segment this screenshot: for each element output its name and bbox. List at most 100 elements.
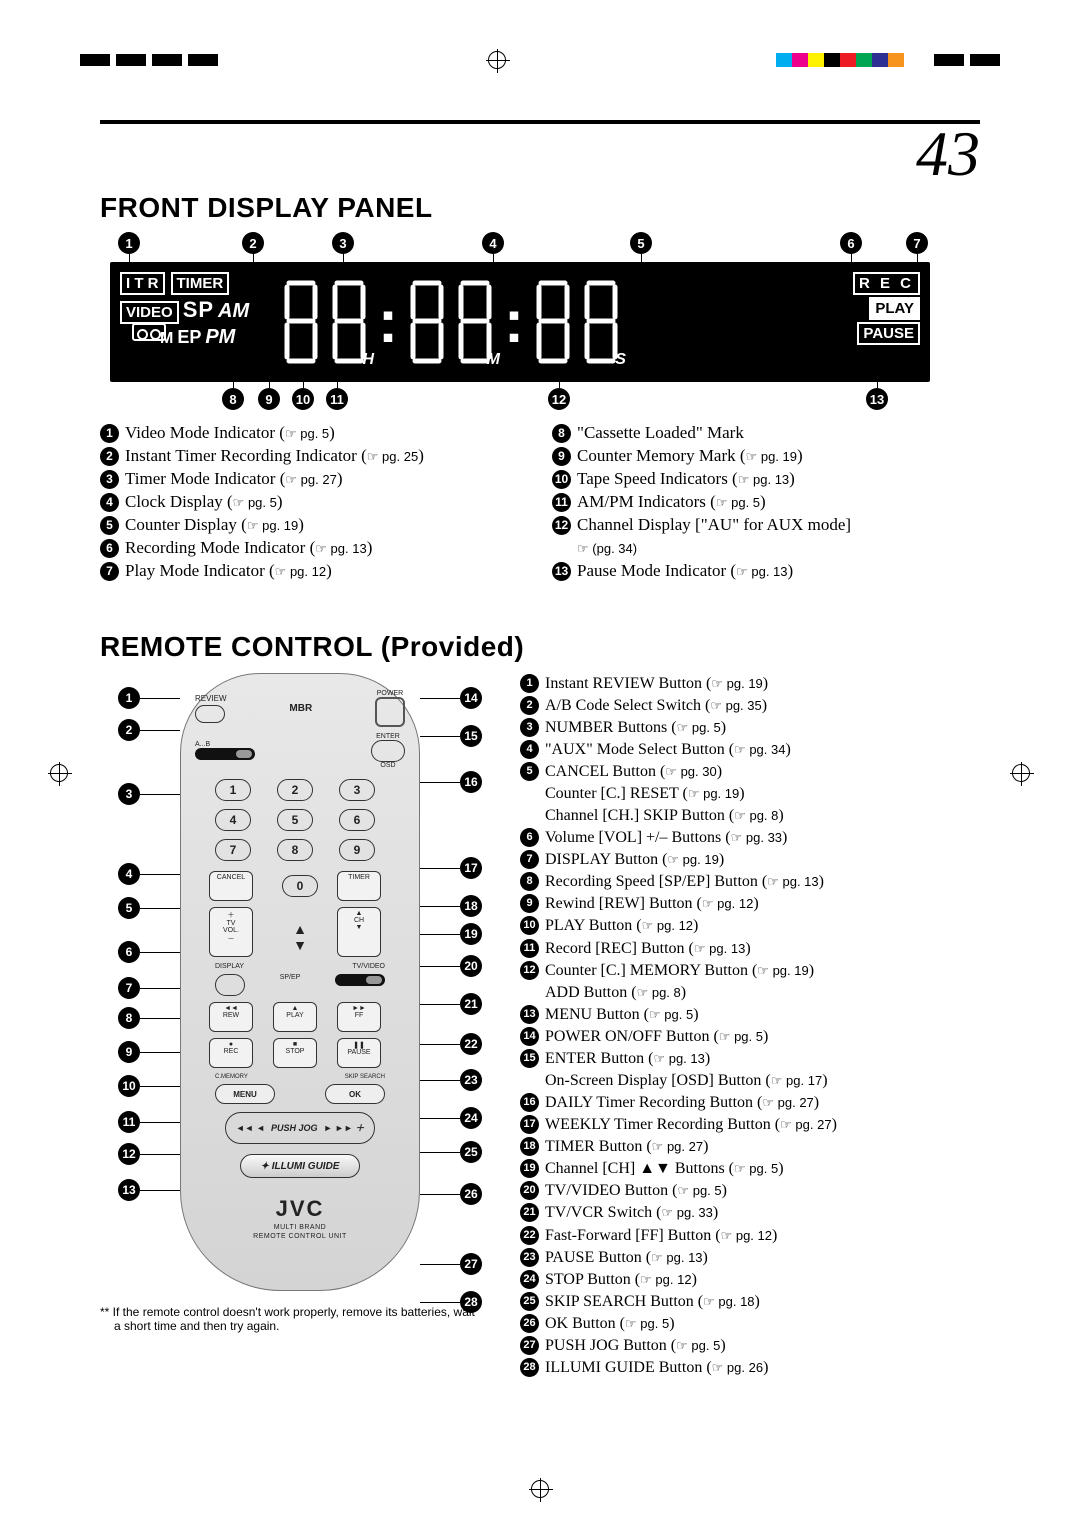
callout-badge: 7	[906, 232, 928, 254]
legend-item: 1Video Mode Indicator (pg. 5)	[100, 422, 528, 445]
crop-bar	[80, 50, 1000, 70]
callout-badge: 21	[460, 993, 482, 1015]
legend-item: 8Recording Speed [SP/EP] Button (pg. 13)	[520, 871, 980, 893]
callout-badge: 5	[630, 232, 652, 254]
play-indicator: PLAY	[869, 297, 920, 320]
number-button: 9	[339, 839, 375, 861]
rew-button: ◄◄REW	[209, 1002, 253, 1032]
sp-indicator: SP	[183, 297, 214, 323]
callout-badge: 22	[460, 1033, 482, 1055]
legend-item: ADD Button (pg. 8)	[520, 982, 980, 1004]
legend-item: 21TV/VCR Switch (pg. 33)	[520, 1202, 980, 1224]
number-button: 8	[277, 839, 313, 861]
timer-button: TIMER	[337, 871, 381, 901]
legend-item: 24STOP Button (pg. 12)	[520, 1269, 980, 1291]
legend-item: 11Record [REC] Button (pg. 13)	[520, 938, 980, 960]
menu-button: MENU	[215, 1084, 275, 1104]
rec-indicator: R E C	[853, 272, 920, 295]
ff-button: ►►FF	[337, 1002, 381, 1032]
front-panel-legend: 1Video Mode Indicator (pg. 5)2Instant Ti…	[100, 422, 980, 583]
legend-item: 27PUSH JOG Button (pg. 5)	[520, 1335, 980, 1357]
callout-badge: 8	[222, 388, 244, 410]
brand-sub2: REMOTE CONTROL UNIT	[195, 1233, 405, 1240]
callout-badge: 11	[118, 1111, 140, 1133]
legend-item: 12Counter [C.] MEMORY Button (pg. 19)	[520, 960, 980, 982]
callout-badge: 28	[460, 1291, 482, 1313]
callout-badge: 17	[460, 857, 482, 879]
callout-badge: 15	[460, 725, 482, 747]
footnote: ** If the remote control doesn't work pr…	[100, 1305, 480, 1333]
number-button: 6	[339, 809, 375, 831]
enter-button	[371, 740, 405, 762]
legend-item: 3Timer Mode Indicator (pg. 27)	[100, 468, 528, 491]
power-button	[375, 697, 405, 727]
legend-item: 6Recording Mode Indicator (pg. 13)	[100, 537, 528, 560]
pm-indicator: PM	[205, 326, 235, 349]
callout-badge: 2	[118, 719, 140, 741]
page-number: 43	[100, 122, 980, 186]
timer-indicator: TIMER	[171, 272, 230, 295]
legend-item: 4Clock Display (pg. 5)	[100, 491, 528, 514]
callout-badge: 7	[118, 977, 140, 999]
am-indicator: AM	[218, 300, 249, 323]
brand-logo: JVC	[195, 1196, 405, 1222]
callout-badge: 1	[118, 232, 140, 254]
callout-badge: 16	[460, 771, 482, 793]
callout-badge: 18	[460, 895, 482, 917]
registration-mark-icon	[488, 51, 506, 69]
callout-badge: 24	[460, 1107, 482, 1129]
callout-badge: 8	[118, 1007, 140, 1029]
callout-badge: 6	[118, 941, 140, 963]
legend-item: 11AM/PM Indicators (pg. 5)	[552, 491, 980, 514]
legend-item: 9Rewind [REW] Button (pg. 12)	[520, 893, 980, 915]
tvvideo-label: TV/VIDEO	[352, 963, 385, 970]
enter-label: ENTER	[371, 733, 405, 740]
front-panel-diagram: 1234567 I T R TIMER VIDEO SP AM M EP PM	[110, 232, 930, 412]
callout-badge: 12	[548, 388, 570, 410]
seven-segment-digit: S	[580, 277, 622, 367]
callout-badge: 9	[258, 388, 280, 410]
callout-badge: 14	[460, 687, 482, 709]
cancel-button: CANCEL	[209, 871, 253, 901]
legend-item: 1Instant REVIEW Button (pg. 19)	[520, 673, 980, 695]
pause-indicator: PAUSE	[857, 322, 920, 345]
display-panel: I T R TIMER VIDEO SP AM M EP PM H:M:S	[110, 262, 930, 382]
callout-badge: 13	[118, 1179, 140, 1201]
callout-badge: 5	[118, 897, 140, 919]
seven-segment-digit: H	[328, 277, 370, 367]
callout-badge: 23	[460, 1069, 482, 1091]
seven-segment-digit	[406, 277, 448, 367]
callout-badge: 2	[242, 232, 264, 254]
color-chips	[776, 53, 904, 67]
front-panel-heading: FRONT DISPLAY PANEL	[100, 192, 980, 224]
registration-mark-icon	[1012, 764, 1030, 782]
mbr-label: MBR	[289, 703, 312, 714]
legend-item: 8"Cassette Loaded" Mark	[552, 422, 980, 445]
callout-badge: 19	[460, 923, 482, 945]
number-button: 4	[215, 809, 251, 831]
registration-mark-icon	[50, 764, 68, 782]
legend-item: 12Channel Display ["AU" for AUX mode](pg…	[552, 514, 980, 560]
remote-legend: 1Instant REVIEW Button (pg. 19)2A/B Code…	[520, 673, 980, 1380]
legend-item: 25SKIP SEARCH Button (pg. 18)	[520, 1291, 980, 1313]
legend-item: On-Screen Display [OSD] Button (pg. 17)	[520, 1070, 980, 1092]
legend-item: 16DAILY Timer Recording Button (pg. 27)	[520, 1092, 980, 1114]
illumi-button: ✦ ILLUMI GUIDE	[240, 1154, 360, 1178]
number-button: 3	[339, 779, 375, 801]
cassette-icon	[132, 323, 166, 341]
rec-button: ●REC	[209, 1038, 253, 1068]
callout-badge: 9	[118, 1041, 140, 1063]
legend-item: 19Channel [CH] ▲▼ Buttons (pg. 5)	[520, 1158, 980, 1180]
callout-badge: 6	[840, 232, 862, 254]
legend-item: 6Volume [VOL] +/– Buttons (pg. 33)	[520, 827, 980, 849]
seven-segment-digit	[280, 277, 322, 367]
seven-segment-digit	[532, 277, 574, 367]
display-button	[215, 974, 245, 996]
legend-item: 13MENU Button (pg. 5)	[520, 1004, 980, 1026]
legend-item: 5CANCEL Button (pg. 30)	[520, 761, 980, 783]
legend-item: 14POWER ON/OFF Button (pg. 5)	[520, 1026, 980, 1048]
legend-item: 5Counter Display (pg. 19)	[100, 514, 528, 537]
seven-segment-digit: M	[454, 277, 496, 367]
legend-item: 17WEEKLY Timer Recording Button (pg. 27)	[520, 1114, 980, 1136]
legend-item: 3NUMBER Buttons (pg. 5)	[520, 717, 980, 739]
